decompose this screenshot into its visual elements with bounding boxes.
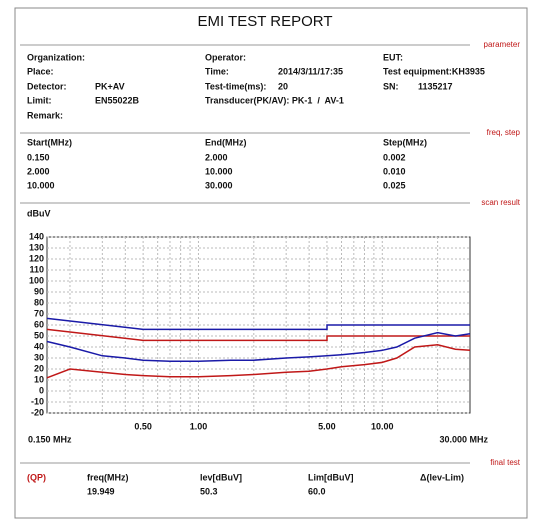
y-tick-label: 130: [29, 242, 44, 252]
field: EUT:: [383, 52, 403, 62]
table-cell: 2.000: [205, 152, 228, 162]
table-cell: 0.010: [383, 166, 406, 176]
table-cell: 0.002: [383, 152, 406, 162]
x-tick-label: 30.000 MHz: [439, 434, 488, 444]
section-label: final test: [490, 458, 521, 467]
table-header: Δ(lev-Lim): [420, 472, 464, 482]
table-cell: 60.0: [308, 486, 326, 496]
field: EN55022B: [95, 95, 140, 105]
field: Time:: [205, 66, 229, 76]
table-cell: 10.000: [205, 166, 233, 176]
y-tick-label: 110: [29, 264, 44, 274]
field: Test equipment:KH3935: [383, 66, 485, 76]
y-tick-label: 80: [34, 297, 44, 307]
x-tick-label: 0.50: [134, 421, 152, 431]
table-cell: 30.000: [205, 180, 233, 190]
field: 2014/3/11/17:35: [278, 66, 343, 76]
series-line: [46, 344, 471, 379]
table-cell: 0.150: [27, 152, 50, 162]
y-tick-label: 20: [34, 363, 44, 373]
y-tick-label: 0: [39, 385, 44, 395]
y-tick-label: 50: [34, 330, 44, 340]
y-tick-label: -20: [31, 407, 44, 417]
y-tick-label: 60: [34, 319, 44, 329]
table-header: Step(MHz): [383, 137, 427, 147]
series-line: [46, 328, 470, 342]
table-header: Lim[dBuV]: [308, 472, 354, 482]
y-tick-label: 70: [34, 308, 44, 318]
field: PK+AV: [95, 81, 125, 91]
x-tick-label: 1.00: [190, 421, 208, 431]
table-header: freq(MHz): [87, 472, 129, 482]
x-tick-label: 5.00: [318, 421, 336, 431]
x-tick-label: 10.00: [371, 421, 394, 431]
field: SN:: [383, 81, 399, 91]
x-tick-label: 0.150 MHz: [28, 434, 72, 444]
table-header: lev[dBuV]: [200, 472, 242, 482]
field: Transducer(PK/AV): PK-1 / AV-1: [205, 95, 344, 105]
field: Test-time(ms):: [205, 81, 266, 91]
y-tick-label: -10: [31, 396, 44, 406]
field: Place:: [27, 66, 54, 76]
table-header: End(MHz): [205, 137, 247, 147]
field: Detector:: [27, 81, 67, 91]
field: 1135217: [418, 81, 453, 91]
detector: (QP): [27, 472, 46, 482]
title: EMI TEST REPORT: [197, 13, 332, 30]
section-label: scan result: [481, 198, 520, 207]
table-cell: 19.949: [87, 486, 115, 496]
y-tick-label: 120: [29, 253, 44, 263]
y-tick-label: 10: [34, 374, 44, 384]
field: 20: [278, 81, 288, 91]
table-cell: 10.000: [27, 180, 55, 190]
y-tick-label: 30: [34, 352, 44, 362]
field: Operator:: [205, 52, 246, 62]
series-line: [46, 317, 470, 331]
section-label: freq, step: [487, 128, 521, 137]
table-cell: 2.000: [27, 166, 50, 176]
field: Limit:: [27, 95, 52, 105]
frame: [14, 7, 528, 519]
series-line: [46, 331, 471, 363]
table-cell: 50.3: [200, 486, 218, 496]
field: Remark:: [27, 110, 63, 120]
y-tick-label: 90: [34, 286, 44, 296]
y-tick-label: 140: [29, 231, 44, 241]
y-tick-label: 40: [34, 341, 44, 351]
table-cell: 0.025: [383, 180, 406, 190]
y-tick-label: 100: [29, 275, 44, 285]
section-label: parameter: [484, 40, 521, 49]
y-axis-label: dBuV: [27, 208, 51, 218]
table-header: Start(MHz): [27, 137, 72, 147]
field: Organization:: [27, 52, 85, 62]
